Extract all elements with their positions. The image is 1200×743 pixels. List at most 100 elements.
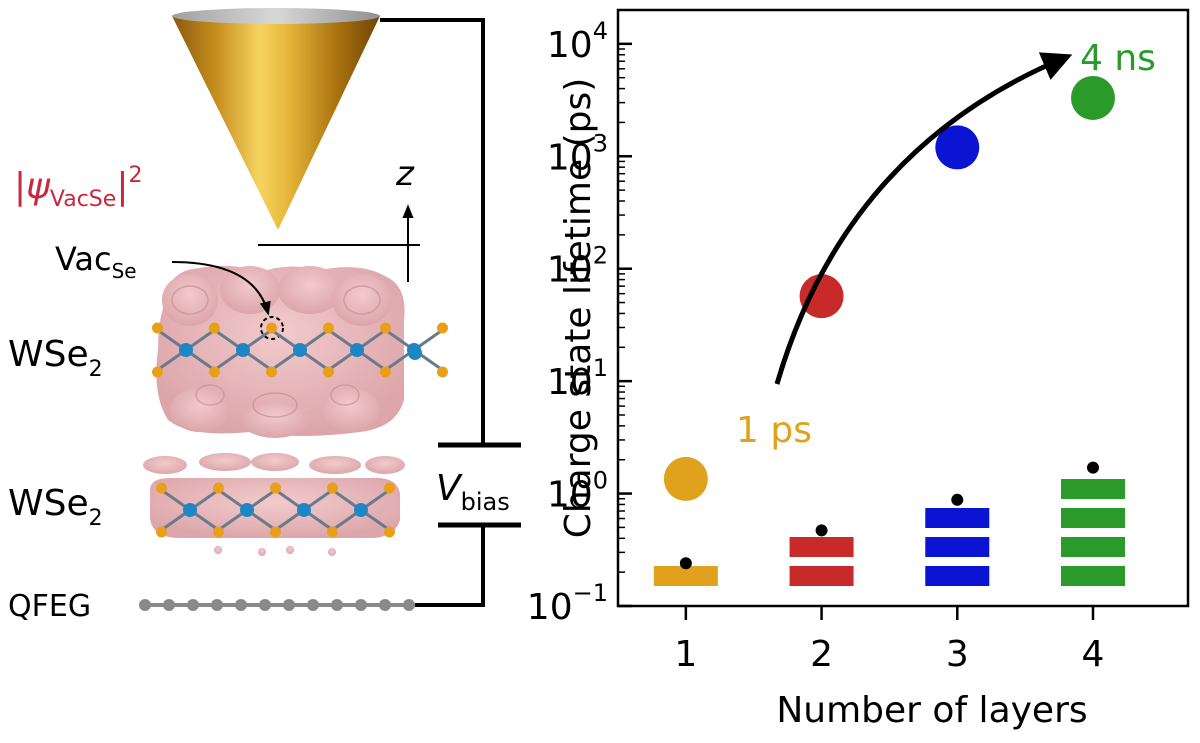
bias-label-sub: bias — [461, 488, 510, 516]
selenium-atom-icon — [213, 482, 224, 494]
carbon-atom-icon — [211, 599, 223, 611]
selenium-atom-icon — [209, 322, 220, 334]
stm-tip-icon — [172, 8, 380, 230]
vacancy-label: VacSe — [55, 240, 137, 283]
tungsten-atom-icon — [183, 503, 197, 517]
vacancy-marker — [260, 316, 284, 340]
selenium-atom-icon — [384, 482, 395, 494]
layer-bar — [925, 508, 990, 528]
carbon-atom-icon — [163, 599, 175, 611]
x-tick-label: 2 — [810, 634, 833, 675]
lifetime-point — [799, 274, 844, 319]
selenium-atom-icon — [323, 322, 334, 334]
tungsten-atom-icon — [236, 343, 250, 357]
small-marker — [815, 524, 828, 537]
selenium-atom-icon — [266, 366, 277, 378]
layer-bar — [1061, 479, 1125, 499]
tungsten-atom-icon — [350, 343, 364, 357]
carbon-atom-icon — [379, 599, 391, 611]
vacancy-pointer-arrow-icon — [171, 261, 271, 316]
x-tick-label: 3 — [946, 634, 969, 675]
tungsten-atom-icon — [179, 343, 193, 357]
vacancy-label-base: Vac — [55, 240, 112, 278]
layer-bar — [925, 537, 990, 557]
lower-layer-label-base: WSe — [8, 483, 89, 524]
tungsten-atom-icon — [354, 503, 368, 517]
tungsten-atom-icon — [408, 346, 422, 360]
x-tick-label: 1 — [674, 634, 697, 675]
y-axis-label: Charge state lifetime (ps) — [558, 78, 599, 539]
selenium-atom-icon — [209, 366, 220, 378]
y-axis: 10−1 100 101 102 103 104 — [527, 9, 632, 628]
layer-count-icons — [653, 479, 1125, 586]
selenium-atom-icon — [266, 322, 277, 334]
lower-layer-label-sub: 2 — [89, 506, 103, 531]
selenium-atom-icon — [384, 526, 395, 538]
y-tick-label: 103 — [547, 129, 608, 178]
layer-bar — [1061, 566, 1125, 586]
upper-layer-label-sub: 2 — [89, 357, 103, 382]
selenium-atom-icon — [156, 526, 167, 538]
lifetime-point — [663, 456, 708, 501]
layer-bar — [789, 566, 854, 586]
upper-density-cloud — [156, 265, 405, 438]
carbon-atom-icon — [283, 599, 295, 611]
substrate-label: QFEG — [8, 589, 91, 624]
selenium-atom-icon — [437, 366, 448, 378]
density-contours — [171, 285, 381, 418]
carbon-atom-icon — [307, 599, 319, 611]
wavefunction-superscript: 2 — [128, 163, 142, 188]
trend-arrow-icon — [774, 52, 1073, 385]
layer-bar — [653, 566, 718, 586]
selenium-atom-icon — [327, 482, 338, 494]
wavefunction-label: |ψVacSe|2 — [14, 163, 142, 212]
carbon-atom-icon — [355, 599, 367, 611]
upper-layer-label-base: WSe — [8, 334, 89, 375]
tungsten-atom-icon — [240, 503, 254, 517]
circuit-wire-top — [380, 18, 485, 445]
y-tick-label: 104 — [547, 17, 608, 66]
upper-layer-label: WSe2 — [8, 334, 103, 382]
schematic: z |ψVacSe|2 VacSe — [8, 8, 521, 624]
carbon-atom-icon — [187, 599, 199, 611]
graphene-substrate — [139, 599, 415, 611]
lower-layer-label: WSe2 — [8, 483, 103, 531]
selenium-atom-icon — [380, 322, 391, 334]
selenium-atom-icon — [270, 482, 281, 494]
lifetime-chart: 10−1 100 101 102 103 104 1 2 3 4 1 ps 4 ns Charg… — [527, 8, 1190, 731]
x-tick-label: 4 — [1082, 634, 1105, 675]
small-markers — [679, 461, 1099, 570]
carbon-atom-icon — [259, 599, 271, 611]
bias-circuit — [380, 18, 521, 607]
wavefunction-subscript: VacSe — [50, 187, 116, 212]
selenium-atom-icon — [380, 366, 391, 378]
vacancy-label-sub: Se — [112, 259, 137, 283]
lifetime-points — [663, 75, 1115, 501]
small-marker — [951, 493, 964, 506]
carbon-atom-icon — [403, 599, 415, 611]
layer-bar — [789, 537, 854, 557]
selenium-atom-icon — [156, 482, 167, 494]
selenium-atom-icon — [437, 322, 448, 334]
bias-label: Vbias — [436, 468, 510, 516]
annotation-1ps: 1 ps — [736, 410, 812, 451]
layer-bar — [1061, 537, 1125, 557]
selenium-atom-icon — [152, 322, 163, 334]
selenium-atom-icon — [152, 366, 163, 378]
bias-label-base: V — [436, 468, 463, 509]
y-tick-label: 101 — [547, 354, 608, 403]
x-axis: 1 2 3 4 — [674, 606, 1104, 675]
carbon-atom-icon — [139, 599, 151, 611]
layer-bar — [1061, 508, 1125, 528]
small-marker — [1087, 461, 1099, 474]
y-tick-label: 100 — [547, 467, 608, 516]
x-axis-label: Number of layers — [776, 690, 1087, 731]
y-tick-label: 102 — [547, 242, 608, 291]
upper-wse2-lattice — [152, 322, 448, 378]
lifetime-point — [1071, 75, 1115, 120]
y-tick-label: 10−1 — [527, 579, 608, 628]
tungsten-atom-icon — [293, 343, 307, 357]
selenium-atom-icon — [323, 366, 334, 378]
tungsten-atom-icon — [297, 503, 311, 517]
